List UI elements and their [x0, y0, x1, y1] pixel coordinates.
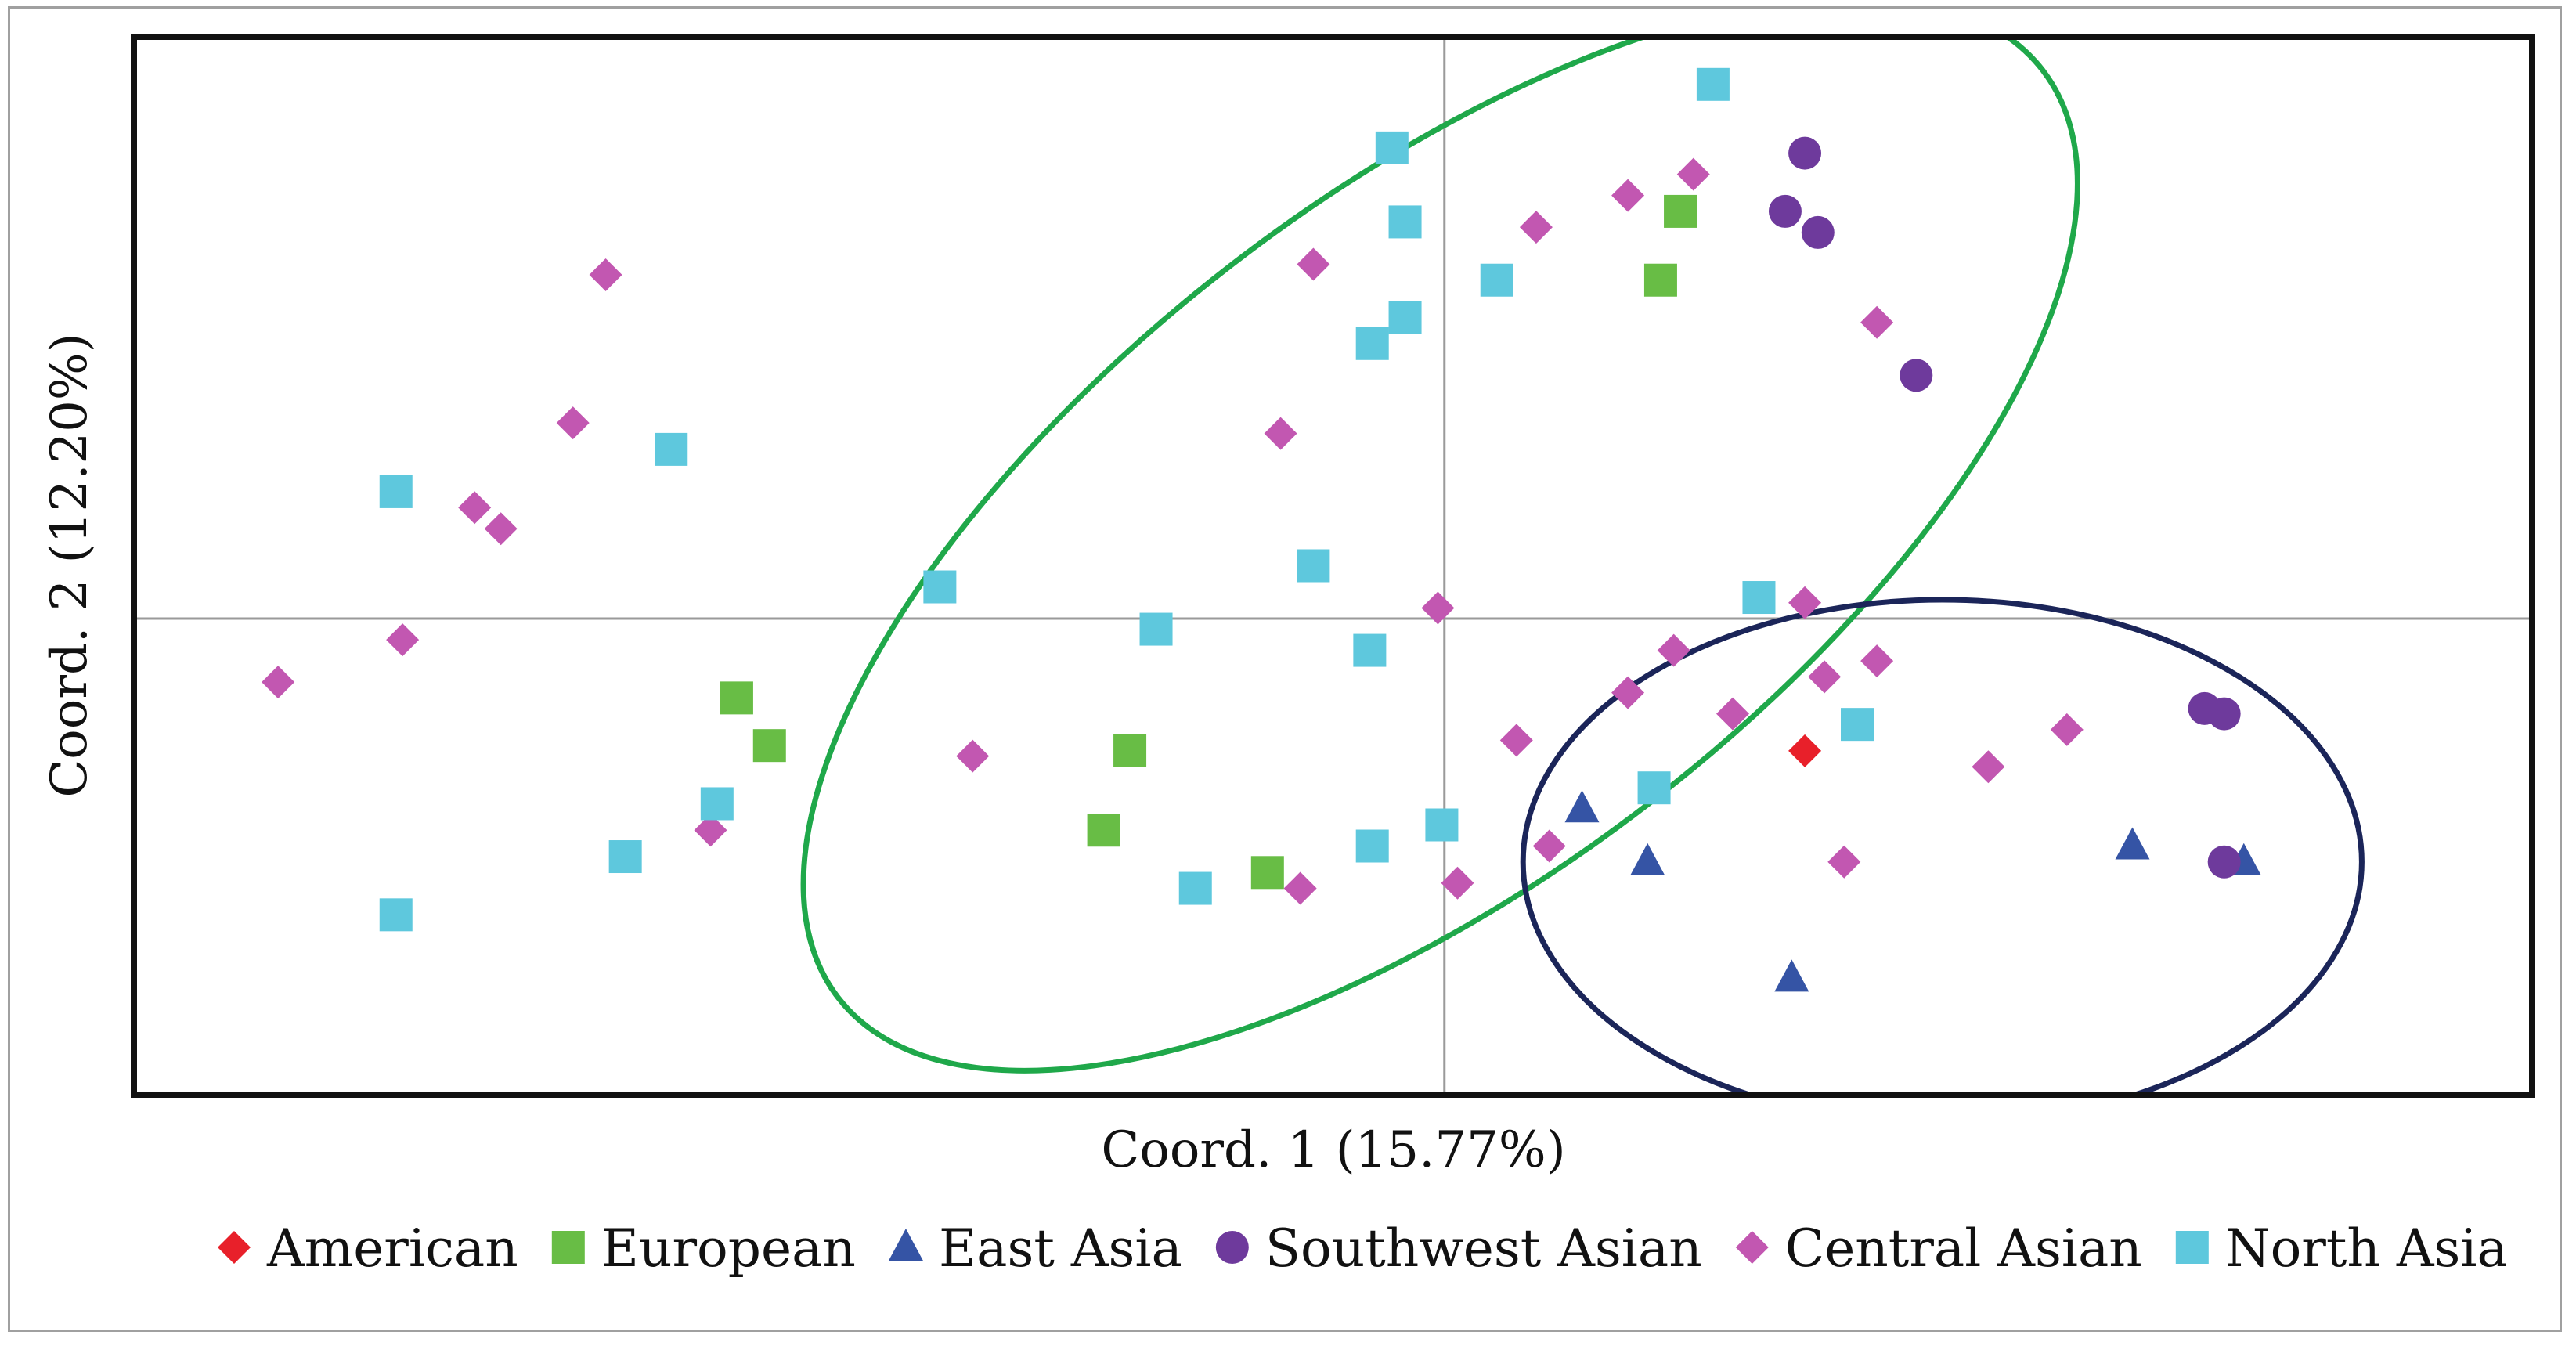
- point-central-asian: [1716, 697, 1749, 731]
- point-east-asia: [2115, 827, 2150, 860]
- point-north-asia: [1637, 771, 1671, 805]
- point-central-asian: [1676, 157, 1710, 191]
- x-axis-title: Coord. 1 (15.77%): [1101, 1121, 1565, 1179]
- point-southwest-asian: [1788, 136, 1822, 170]
- point-north-asia: [1375, 131, 1409, 164]
- data-points: [262, 67, 2261, 992]
- point-central-asian: [1264, 417, 1297, 450]
- point-european: [1113, 734, 1147, 767]
- point-north-asia: [1388, 205, 1422, 239]
- point-southwest-asian: [1768, 194, 1802, 228]
- legend-item-european: European: [551, 1218, 856, 1279]
- point-central-asian: [262, 666, 295, 699]
- point-north-asia: [923, 570, 957, 604]
- point-central-asian: [1283, 871, 1317, 905]
- point-central-asian: [694, 814, 727, 847]
- point-central-asian: [1499, 724, 1533, 757]
- legend-label-north-asia: North Asia: [2225, 1218, 2508, 1279]
- point-central-asian: [1827, 845, 1861, 879]
- cluster-ellipse-2: [1520, 597, 2365, 1095]
- point-central-asian: [1860, 305, 1894, 339]
- point-north-asia: [1139, 612, 1173, 646]
- point-central-asian: [1611, 179, 1645, 212]
- point-central-asian: [458, 491, 492, 525]
- point-north-asia: [655, 432, 688, 466]
- point-central-asian: [589, 258, 622, 291]
- legend-marker-east-asia: [888, 1229, 923, 1261]
- point-east-asia: [1774, 959, 1809, 992]
- point-central-asian: [1860, 644, 1894, 678]
- legend-marker-american: [218, 1231, 251, 1264]
- point-north-asia: [1841, 708, 1874, 742]
- point-european: [720, 681, 753, 715]
- point-central-asian: [484, 512, 518, 546]
- legend: American European East Asia Southwest Asian…: [218, 1218, 2508, 1279]
- legend-label-european: European: [601, 1218, 856, 1279]
- cluster-ellipse-1: [800, 37, 2080, 1074]
- point-american: [1788, 734, 1822, 767]
- point-southwest-asian: [2207, 697, 2241, 731]
- point-central-asian: [1788, 586, 1822, 619]
- point-east-asia: [1630, 843, 1665, 875]
- legend-item-north-asia: North Asia: [2175, 1218, 2508, 1279]
- point-central-asian: [1421, 591, 1455, 625]
- zero-lines: [134, 37, 2532, 1095]
- legend-item-east-asia: East Asia: [888, 1218, 1182, 1279]
- legend-label-southwest-asian: Southwest Asian: [1265, 1218, 1702, 1279]
- legend-item-central-asian: Central Asian: [1735, 1218, 2142, 1279]
- point-north-asia: [1696, 67, 1730, 101]
- point-southwest-asian: [2207, 845, 2241, 879]
- point-north-asia: [1425, 808, 1459, 842]
- legend-label-central-asian: Central Asian: [1785, 1218, 2142, 1279]
- point-southwest-asian: [1801, 215, 1835, 249]
- legend-marker-central-asian: [1735, 1231, 1769, 1264]
- point-european: [752, 729, 786, 763]
- y-axis-title: Coord. 2 (12.20%): [41, 333, 99, 797]
- point-central-asian: [1441, 866, 1474, 900]
- point-north-asia: [1353, 633, 1387, 667]
- point-european: [1250, 856, 1284, 890]
- legend-marker-european: [551, 1231, 585, 1264]
- point-central-asian: [1611, 676, 1645, 709]
- point-central-asian: [956, 739, 990, 773]
- cluster-ellipses: [800, 37, 2365, 1095]
- point-central-asian: [2050, 713, 2084, 746]
- point-north-asia: [1480, 263, 1513, 297]
- point-north-asia: [608, 840, 642, 874]
- point-central-asian: [1297, 247, 1330, 281]
- point-central-asian: [1972, 750, 2005, 784]
- point-central-asian: [1532, 829, 1566, 863]
- plot-area-border: [131, 34, 2535, 1098]
- legend-item-american: American: [218, 1218, 518, 1279]
- point-central-asian: [386, 623, 420, 657]
- point-european: [1087, 814, 1120, 847]
- point-north-asia: [1355, 829, 1389, 863]
- point-east-asia: [1564, 790, 1600, 823]
- point-central-asian: [1808, 660, 1842, 694]
- point-north-asia: [1742, 581, 1776, 615]
- point-north-asia: [700, 787, 734, 821]
- point-central-asian: [1657, 633, 1690, 667]
- point-european: [1643, 263, 1677, 297]
- point-central-asian: [556, 406, 590, 440]
- point-european: [1664, 194, 1697, 228]
- legend-label-east-asia: East Asia: [939, 1218, 1182, 1279]
- point-north-asia: [1388, 301, 1422, 334]
- point-north-asia: [379, 475, 413, 508]
- point-north-asia: [1178, 871, 1212, 905]
- point-central-asian: [1519, 211, 1553, 244]
- point-southwest-asian: [1900, 359, 1933, 392]
- point-north-asia: [379, 898, 413, 932]
- legend-item-southwest-asian: Southwest Asian: [1215, 1218, 1702, 1279]
- point-north-asia: [1355, 327, 1389, 360]
- legend-marker-southwest-asian: [1215, 1231, 1249, 1264]
- legend-marker-north-asia: [2175, 1231, 2209, 1264]
- point-north-asia: [1297, 549, 1330, 583]
- legend-label-american: American: [266, 1218, 518, 1279]
